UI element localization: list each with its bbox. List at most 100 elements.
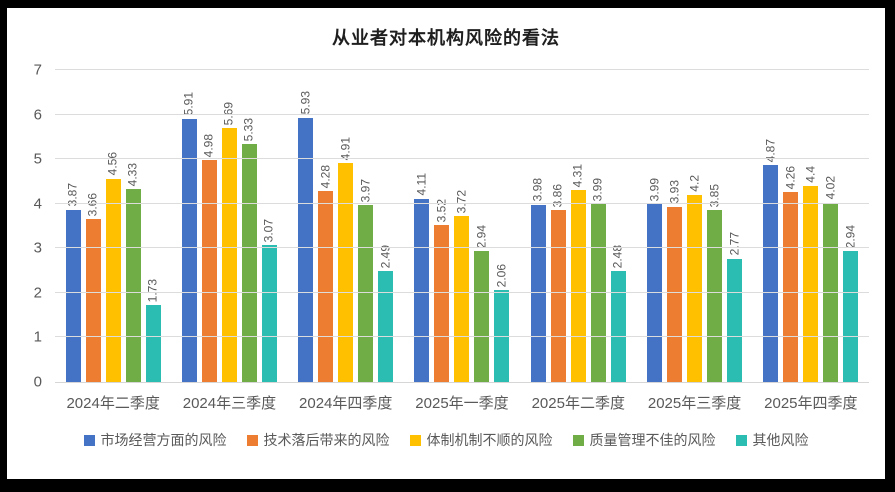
x-category-label: 2025年一季度 [415, 395, 509, 412]
bar: 4.11 [414, 173, 430, 382]
chart-title: 从业者对本机构风险的看法 [332, 28, 560, 48]
legend-item: 其他风险 [735, 430, 809, 450]
bar-value-label: 4.33 [125, 162, 140, 187]
bar-value-label: 4.02 [823, 176, 838, 200]
bar-group: 5.91 4.98 5.69 5.33 3.07 [171, 70, 287, 382]
bar-group: 5.93 4.28 4.91 3.97 2.49 [288, 70, 404, 382]
bar: 4.4 [803, 166, 819, 382]
bar: 2.49 [378, 245, 394, 382]
bar: 4.91 [338, 137, 354, 382]
gridline [55, 113, 869, 115]
bar-value-label: 3.85 [706, 184, 721, 208]
legend-swatch-icon [735, 434, 747, 446]
gridline [55, 202, 869, 204]
legend-swatch-icon [246, 434, 258, 446]
legend: 市场经营方面的风险 技术落后带来的风险 体制机制不顺的风险 质量管理不佳的风险 其他风险 [7, 430, 885, 450]
bar-value-label: 2.48 [610, 245, 625, 269]
plot-area: 3.87 3.66 4.56 4.33 1.73 5.91 4.98 5.69 5.33 3.07… [34, 63, 869, 390]
bar: 4.26 [783, 166, 799, 382]
bar: 2.06 [494, 264, 510, 382]
bar-value-label: 4.31 [570, 163, 585, 187]
bar: 3.85 [707, 184, 723, 382]
bar: 3.52 [434, 199, 450, 382]
bar: 3.66 [86, 193, 101, 382]
x-category-label: 2024年二季度 [66, 395, 160, 412]
legend-label: 质量管理不佳的风险 [589, 432, 716, 448]
x-category-label: 2024年四季度 [299, 395, 393, 412]
bar: 5.93 [298, 91, 314, 382]
bar-groups: 3.87 3.66 4.56 4.33 1.73 5.91 4.98 5.69 5.33 3.07… [55, 70, 869, 382]
bar-value-label: 4.11 [414, 173, 429, 196]
bar-value-label: 3.93 [666, 180, 681, 204]
bar: 3.93 [667, 180, 683, 382]
y-tick-label: 6 [33, 106, 42, 124]
bar: 1.73 [146, 279, 161, 382]
bar: 3.98 [531, 178, 546, 382]
bar: 3.97 [358, 179, 374, 382]
gridline [55, 69, 869, 70]
bar-value-label: 1.73 [145, 278, 160, 302]
bar-group: 3.99 3.93 4.2 3.85 2.77 [636, 70, 752, 382]
y-tick-label: 7 [33, 61, 42, 79]
y-tick-label: 0 [33, 373, 42, 391]
bar: 4.31 [571, 164, 586, 382]
bar-value-label: 3.99 [646, 177, 661, 202]
bar-value-label: 4.56 [105, 152, 120, 176]
chart-canvas: 从业者对本机构风险的看法 3.87 3.66 4.56 4.33 1.73 5.91 4.9… [7, 8, 885, 479]
bar: 3.87 [66, 183, 81, 382]
x-category-label: 2025年三季度 [647, 395, 742, 412]
bar: 3.99 [647, 178, 663, 382]
legend-item: 技术落后带来的风险 [246, 430, 390, 450]
bar-value-label: 2.77 [726, 232, 741, 256]
bar: 4.56 [106, 152, 121, 382]
y-tick-label: 2 [33, 284, 42, 302]
bar-value-label: 4.26 [783, 165, 798, 190]
bar-value-label: 2.94 [474, 224, 489, 248]
bar-group: 4.11 3.52 3.72 2.94 2.06 [404, 70, 520, 382]
bar-value-label: 4.4 [803, 166, 818, 183]
x-category-label: 2025年二季度 [531, 395, 625, 412]
bar: 5.33 [242, 118, 257, 382]
bar: 5.91 [182, 92, 197, 382]
bar-value-label: 4.2 [686, 175, 701, 192]
legend-label: 体制机制不顺的风险 [426, 432, 553, 448]
bar-value-label: 3.98 [530, 178, 545, 202]
legend-swatch-icon [83, 434, 95, 446]
bar: 5.69 [222, 102, 237, 382]
gridline [55, 158, 869, 160]
bar-group: 3.87 3.66 4.56 4.33 1.73 [55, 70, 171, 382]
bar-value-label: 2.06 [494, 263, 509, 288]
bar: 3.72 [454, 190, 470, 382]
bar-value-label: 5.93 [298, 91, 313, 115]
x-category-label: 2024年三季度 [182, 395, 277, 412]
bar: 2.77 [727, 232, 743, 382]
legend-swatch-icon [572, 434, 584, 446]
bar-value-label: 2.94 [843, 224, 858, 248]
legend-label: 市场经营方面的风险 [100, 432, 227, 448]
bar-value-label: 3.66 [85, 192, 100, 216]
legend-label: 其他风险 [752, 432, 809, 448]
gridline [55, 247, 869, 249]
bar: 4.33 [126, 163, 141, 382]
y-tick-label: 5 [33, 150, 42, 168]
bar-value-label: 4.91 [338, 136, 353, 161]
legend-label: 技术落后带来的风险 [263, 432, 390, 448]
legend-item: 体制机制不顺的风险 [409, 430, 553, 450]
y-tick-label: 4 [33, 195, 42, 213]
gridline [55, 291, 869, 293]
bar-group: 4.87 4.26 4.4 4.02 2.94 [753, 70, 869, 382]
bar: 2.94 [474, 225, 490, 382]
bar: 2.48 [611, 245, 626, 382]
bar-value-label: 4.28 [318, 164, 333, 189]
bar-value-label: 5.33 [241, 118, 256, 142]
bar: 4.98 [202, 134, 217, 382]
bar: 2.94 [843, 225, 859, 382]
bar: 4.28 [318, 165, 334, 382]
bar: 3.07 [262, 219, 277, 382]
bar-value-label: 3.07 [261, 218, 276, 243]
x-category-label: 2025年四季度 [764, 395, 858, 412]
bar-group: 3.98 3.86 4.31 3.99 2.48 [520, 70, 636, 382]
legend-item: 市场经营方面的风险 [83, 430, 227, 450]
x-axis: 2024年二季度 2024年三季度 2024年四季度 2025年一季度 2025年二季度… [55, 383, 869, 413]
